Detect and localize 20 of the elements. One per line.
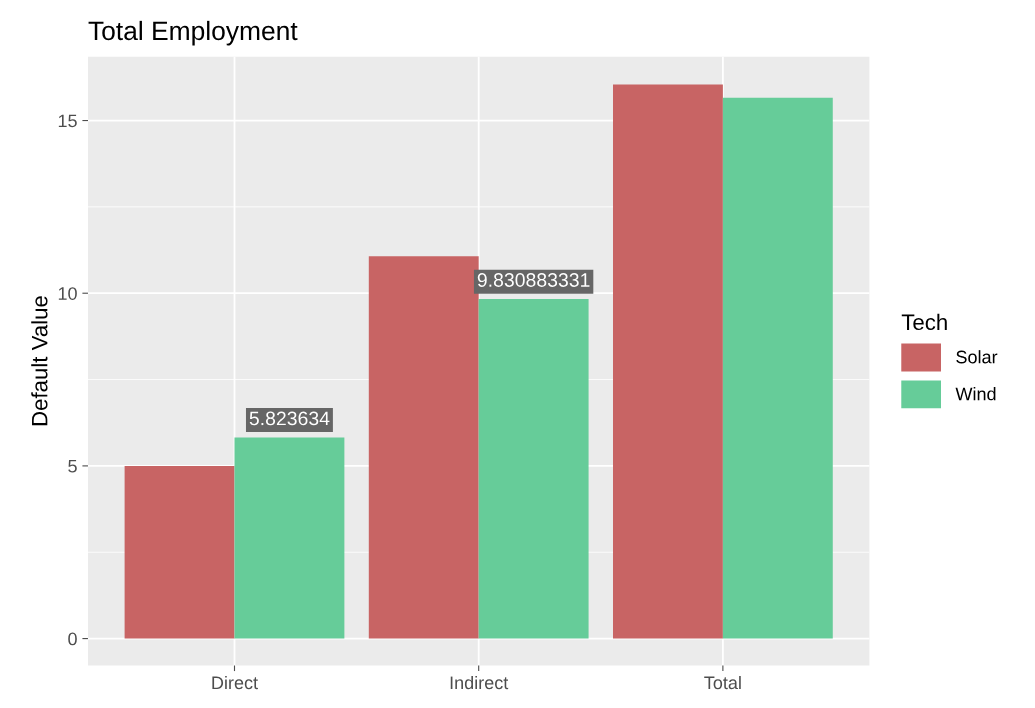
bar xyxy=(722,97,833,639)
y-tick-label: 10 xyxy=(58,287,77,300)
y-axis-title: Default Value xyxy=(31,296,48,426)
x-tick-label: Indirect xyxy=(450,675,509,690)
x-tick-label: Direct xyxy=(212,675,258,690)
legend-label: Wind xyxy=(955,387,996,401)
data-label: 5.823634 xyxy=(249,411,330,426)
y-tick-label: 0 xyxy=(68,632,77,646)
bar xyxy=(478,299,589,639)
bar xyxy=(124,465,235,639)
legend-label: Solar xyxy=(956,350,998,364)
y-tick-label: 5 xyxy=(68,460,77,473)
data-label: 9.830883331 xyxy=(477,273,590,287)
x-tick-label: Total xyxy=(704,675,741,690)
legend-title: Tech xyxy=(901,313,947,331)
bar xyxy=(368,256,479,639)
bar xyxy=(234,437,345,639)
y-tick-label: 15 xyxy=(58,114,77,128)
bar xyxy=(612,84,723,639)
chart-title: Total Employment xyxy=(88,20,298,46)
